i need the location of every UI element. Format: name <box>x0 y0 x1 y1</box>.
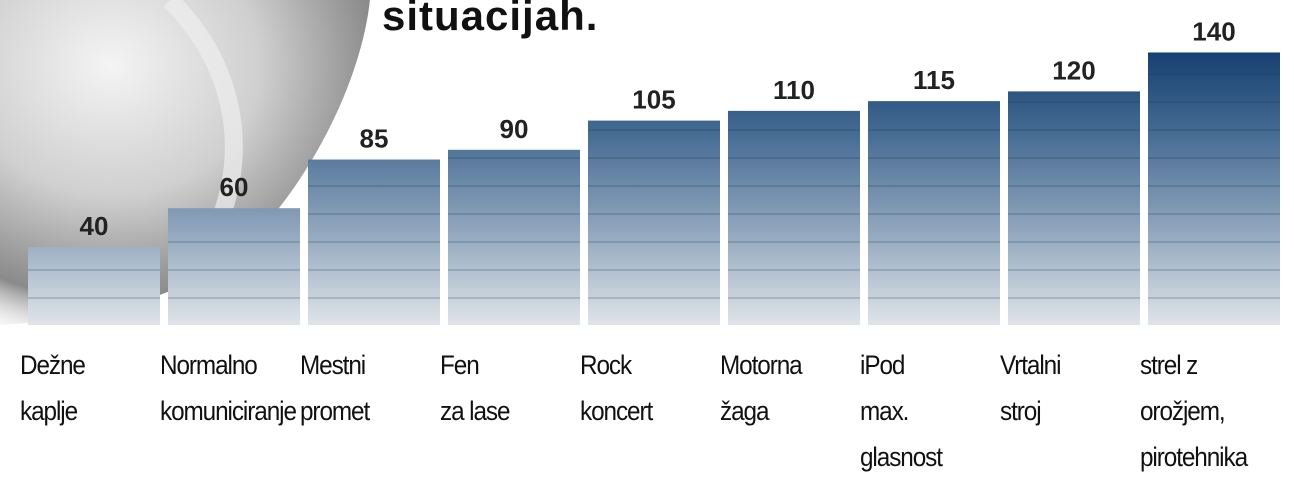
bar <box>28 247 160 325</box>
x-tick-label: strel z orožjem, pirotehnika <box>1140 342 1247 480</box>
bar <box>1148 52 1280 325</box>
x-tick-label: Vrtalni stroj <box>1000 342 1060 434</box>
x-tick-label: Normalno komuniciranje <box>160 342 296 434</box>
value-label: 60 <box>220 172 249 202</box>
value-label: 90 <box>500 114 529 144</box>
bar <box>588 121 720 325</box>
value-label: 140 <box>1192 16 1235 46</box>
x-tick-label: Rock koncert <box>580 342 652 434</box>
value-label: 105 <box>632 85 675 115</box>
chart-title: situacijah. <box>382 0 598 40</box>
bar <box>1008 91 1140 325</box>
value-label: 85 <box>360 124 389 154</box>
x-tick-label: Fen za lase <box>440 342 509 434</box>
value-label: 40 <box>80 211 109 241</box>
page: 40 60 85 90 105 110 115 120 140 situacijah. Dežn… <box>0 0 1294 484</box>
x-tick-label: iPod max. glasnost <box>860 342 942 480</box>
value-label: 110 <box>773 75 815 105</box>
x-tick-label: Dežne kaplje <box>20 342 85 434</box>
value-label: 120 <box>1052 55 1095 85</box>
bar <box>728 111 860 325</box>
x-tick-label: Motorna žaga <box>720 342 802 434</box>
bar <box>868 101 1000 325</box>
bar <box>168 208 300 325</box>
x-tick-label: Mestni promet <box>300 342 369 434</box>
value-label: 115 <box>913 65 955 95</box>
